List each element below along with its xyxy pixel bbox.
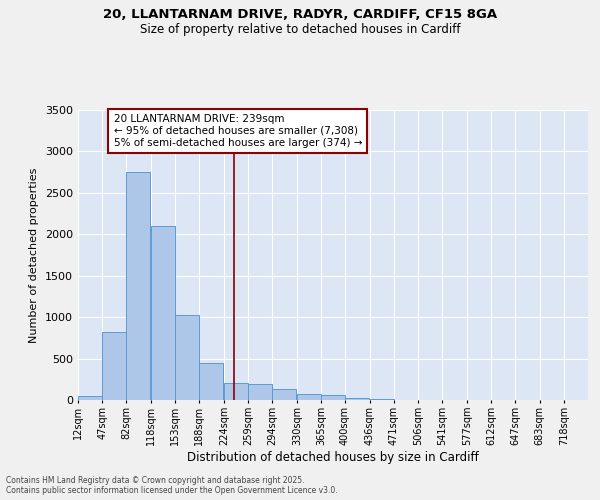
- Bar: [370, 399, 394, 400]
- Y-axis label: Number of detached properties: Number of detached properties: [29, 168, 40, 342]
- Bar: [345, 398, 369, 400]
- Bar: [151, 226, 175, 400]
- X-axis label: Distribution of detached houses by size in Cardiff: Distribution of detached houses by size …: [187, 450, 479, 464]
- Bar: [102, 332, 126, 400]
- Text: 20, LLANTARNAM DRIVE, RADYR, CARDIFF, CF15 8GA: 20, LLANTARNAM DRIVE, RADYR, CARDIFF, CF…: [103, 8, 497, 20]
- Text: Size of property relative to detached houses in Cardiff: Size of property relative to detached ho…: [140, 22, 460, 36]
- Bar: [78, 396, 102, 400]
- Text: 20 LLANTARNAM DRIVE: 239sqm
← 95% of detached houses are smaller (7,308)
5% of s: 20 LLANTARNAM DRIVE: 239sqm ← 95% of det…: [114, 114, 362, 148]
- Bar: [297, 394, 321, 400]
- Bar: [175, 316, 199, 400]
- Bar: [321, 396, 345, 400]
- Bar: [224, 382, 248, 400]
- Bar: [248, 384, 272, 400]
- Bar: [126, 172, 150, 400]
- Bar: [272, 389, 296, 400]
- Bar: [199, 362, 223, 400]
- Text: Contains HM Land Registry data © Crown copyright and database right 2025.
Contai: Contains HM Land Registry data © Crown c…: [6, 476, 338, 495]
